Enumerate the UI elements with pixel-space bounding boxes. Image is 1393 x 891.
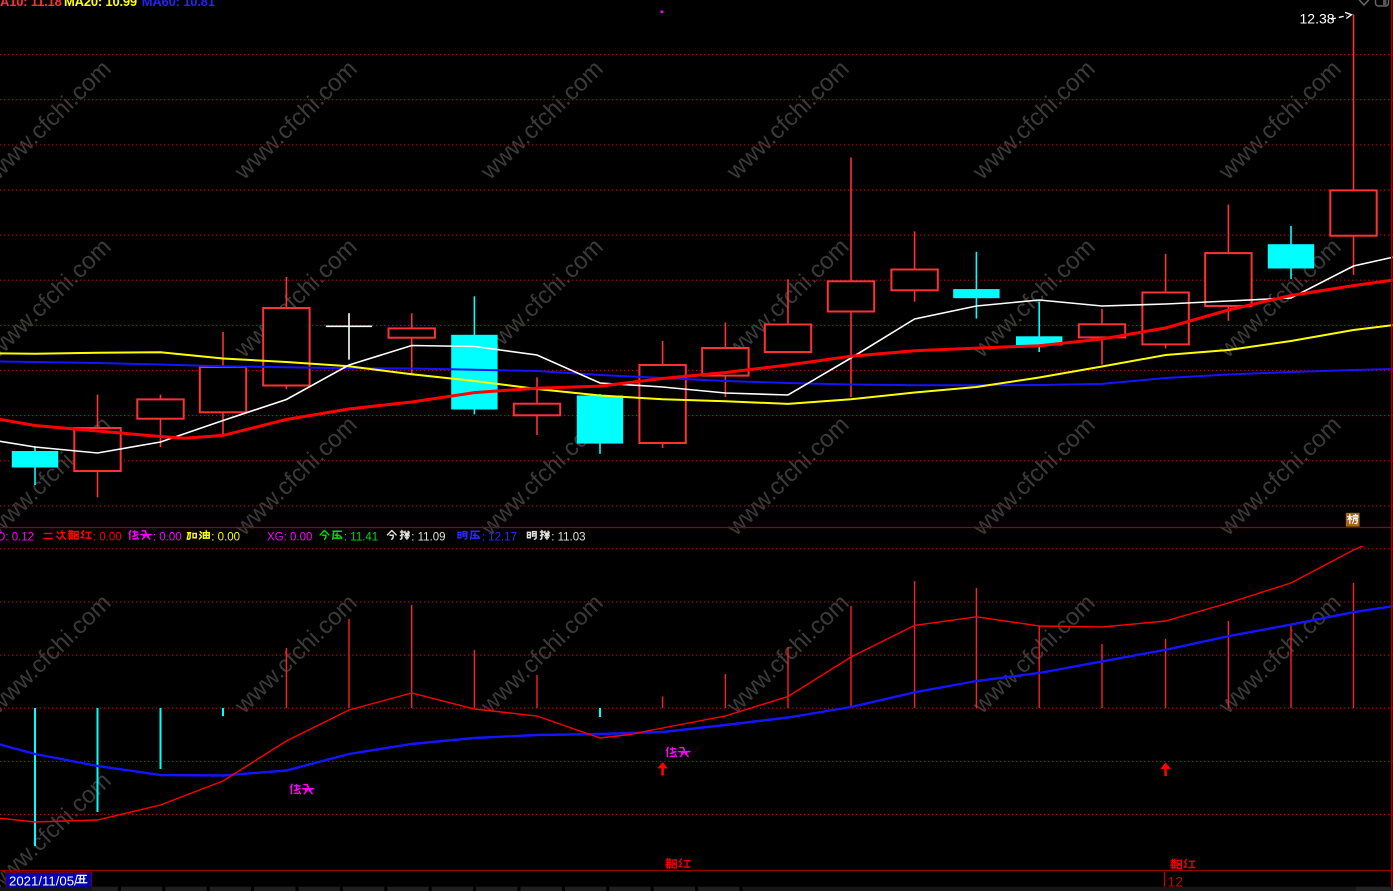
- svg-text:2021/11/05/: 2021/11/05/: [9, 874, 78, 889]
- svg-text:: 0.00: : 0.00: [211, 532, 240, 544]
- svg-text:XG: 0.00: XG: 0.00: [267, 532, 312, 544]
- svg-text:www.cfchi.com: www.cfchi.com: [0, 233, 117, 363]
- svg-text:www.cfchi.com: www.cfchi.com: [229, 589, 363, 719]
- svg-text:: 12.17: : 12.17: [482, 532, 517, 544]
- svg-text:A10: 11.18: A10: 11.18: [0, 0, 62, 9]
- svg-text:: 11.09: : 11.09: [411, 532, 445, 544]
- svg-text:www.cfchi.com: www.cfchi.com: [1213, 55, 1347, 185]
- svg-text:12.38: 12.38: [1300, 11, 1335, 27]
- svg-text:D: 0.12: D: 0.12: [0, 532, 34, 544]
- svg-text:www.cfchi.com: www.cfchi.com: [967, 411, 1101, 541]
- svg-text:www.cfchi.com: www.cfchi.com: [0, 55, 117, 185]
- svg-text:: 11.03: : 11.03: [551, 532, 585, 544]
- svg-text:www.cfchi.com: www.cfchi.com: [229, 411, 363, 541]
- svg-text:www.cfchi.com: www.cfchi.com: [1213, 411, 1347, 541]
- svg-text:www.cfchi.com: www.cfchi.com: [1213, 589, 1347, 719]
- svg-text:: 0.00: : 0.00: [93, 532, 122, 544]
- svg-text:www.cfchi.com: www.cfchi.com: [721, 411, 855, 541]
- svg-text:: 11.41: : 11.41: [344, 532, 378, 544]
- svg-text:www.cfchi.com: www.cfchi.com: [475, 589, 609, 719]
- svg-text:www.cfchi.com: www.cfchi.com: [229, 55, 363, 185]
- svg-text:www.cfchi.com: www.cfchi.com: [721, 55, 855, 185]
- svg-text:www.cfchi.com: www.cfchi.com: [475, 55, 609, 185]
- svg-text:MA20: 10.99: MA20: 10.99: [64, 0, 137, 9]
- svg-text:www.cfchi.com: www.cfchi.com: [0, 589, 117, 719]
- svg-text:www.cfchi.com: www.cfchi.com: [967, 589, 1101, 719]
- svg-text:www.cfchi.com: www.cfchi.com: [967, 55, 1101, 185]
- svg-text:MA60: 10.81: MA60: 10.81: [142, 0, 215, 9]
- svg-text:12: 12: [1168, 874, 1184, 890]
- svg-text:: 0.00: : 0.00: [153, 532, 182, 544]
